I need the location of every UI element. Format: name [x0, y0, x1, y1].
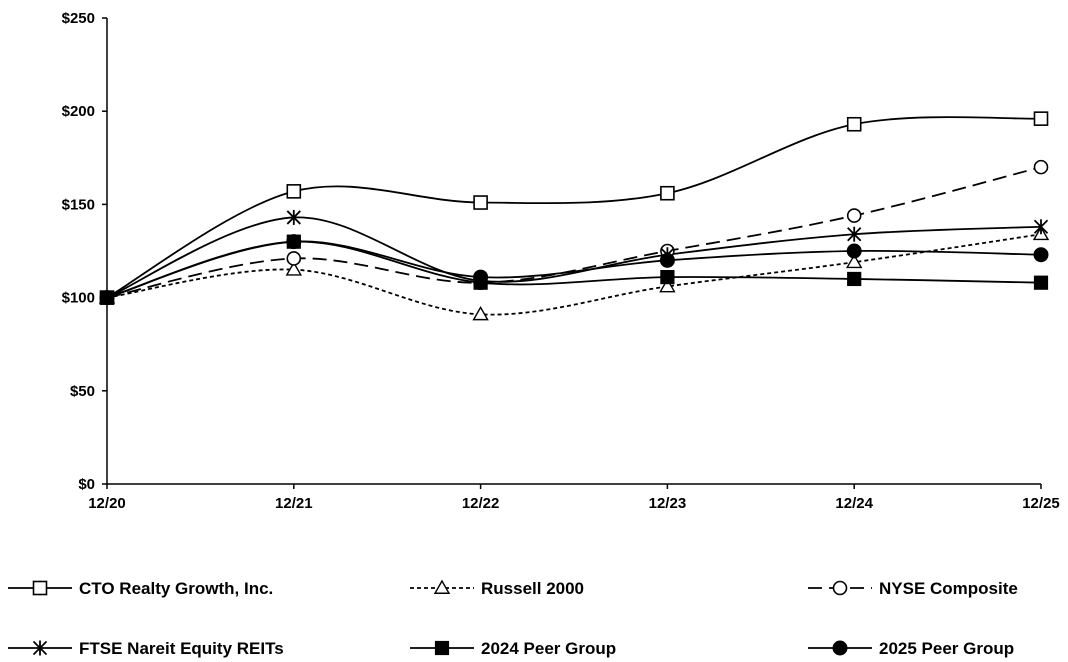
y-tick-label: $100	[62, 290, 95, 307]
data-point-4	[660, 269, 675, 285]
data-point-0	[660, 185, 675, 201]
y-tick-label: $150	[62, 196, 95, 213]
series-line-1	[106, 233, 1042, 316]
data-point-0	[286, 184, 302, 199]
data-point-3	[1033, 219, 1049, 235]
data-point-0	[473, 195, 488, 210]
circle-filled-marker-icon	[832, 640, 848, 656]
x-axis-ticks: 12/20 12/21 12/22 12/23 12/24 12/25	[88, 484, 1060, 512]
series-markers	[98, 111, 1050, 321]
y-tick-label: $250	[62, 10, 95, 27]
triangle-open-marker-icon	[433, 579, 451, 594]
legend-label: FTSE Nareit Equity REITs	[79, 639, 284, 658]
x-tick-label: 12/23	[649, 495, 687, 512]
data-point-3	[847, 226, 862, 242]
y-tick-label: $200	[62, 103, 95, 120]
x-tick-label: 12/20	[88, 495, 126, 512]
data-point-2	[846, 208, 862, 223]
legend-item: 2024 Peer Group	[410, 639, 616, 658]
series-lines	[106, 116, 1042, 316]
data-point-5	[473, 269, 489, 285]
series-line-5	[106, 240, 1042, 299]
data-point-5	[659, 252, 675, 268]
x-tick-label: 12/21	[275, 495, 313, 512]
data-point-1	[659, 278, 676, 293]
legend-label: 2024 Peer Group	[481, 639, 616, 658]
circle-open-marker-icon	[832, 580, 848, 596]
legend-label: CTO Realty Growth, Inc.	[79, 579, 273, 598]
x-tick-label: 12/25	[1022, 495, 1060, 512]
legend-label: NYSE Composite	[879, 579, 1018, 598]
data-point-0	[1033, 111, 1049, 126]
data-point-1	[285, 261, 303, 276]
legend-item: CTO Realty Growth, Inc.	[8, 579, 273, 598]
data-point-5	[846, 243, 862, 259]
x-tick-label: 12/24	[835, 495, 873, 512]
data-point-0	[846, 116, 862, 132]
data-point-1	[845, 253, 863, 269]
legend-item: NYSE Composite	[808, 579, 1018, 598]
x-tick-label: 12/22	[462, 495, 500, 512]
data-point-5	[1033, 247, 1049, 263]
y-tick-label: $50	[70, 383, 95, 400]
data-point-4	[1033, 275, 1049, 290]
legend: CTO Realty Growth, Inc. Russell 2000 NYSE …	[8, 579, 1018, 658]
series-line-3	[106, 216, 1042, 299]
data-point-5	[99, 290, 115, 306]
data-point-5	[286, 234, 302, 250]
asterisk-marker-icon	[32, 640, 48, 656]
legend-item: Russell 2000	[410, 579, 584, 598]
data-point-3	[286, 209, 301, 225]
data-point-1	[472, 305, 489, 321]
data-point-2	[286, 251, 302, 266]
legend-item: FTSE Nareit Equity REITs	[8, 639, 284, 658]
y-axis-ticks: $0 $50 $100 $150 $200 $250	[62, 10, 107, 493]
legend-label: Russell 2000	[481, 579, 584, 598]
chart-axes	[106, 18, 1041, 485]
series-line-0	[106, 116, 1042, 299]
square-filled-marker-icon	[434, 640, 450, 656]
square-open-marker-icon	[32, 580, 48, 596]
y-tick-label: $0	[78, 476, 95, 493]
data-point-2	[1033, 159, 1049, 175]
legend-label: 2025 Peer Group	[879, 639, 1014, 658]
legend-item: 2025 Peer Group	[808, 639, 1014, 658]
data-point-4	[847, 271, 862, 287]
